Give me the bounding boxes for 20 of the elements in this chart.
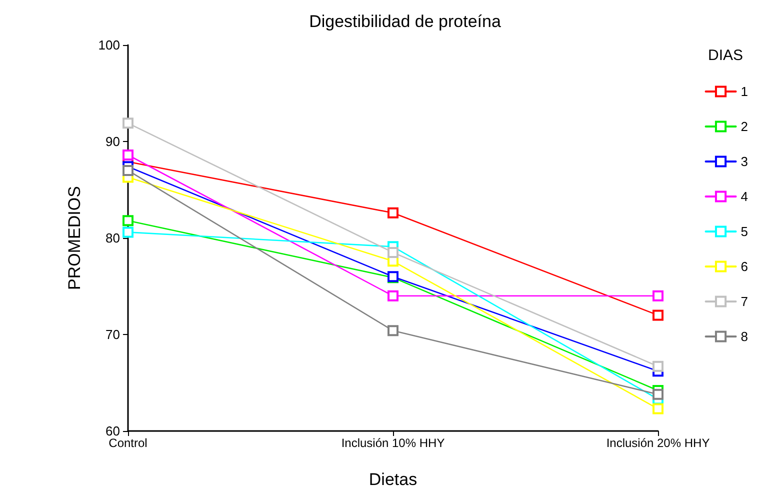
legend-label: 1 (740, 84, 748, 99)
legend-title: DIAS (708, 47, 744, 64)
y-tick-label: 100 (98, 38, 120, 52)
y-tick-label: 90 (106, 134, 120, 149)
x-axis-title: Dietas (368, 470, 418, 489)
y-tick-label: 70 (106, 327, 120, 342)
chart-title: Digestibilidad de proteína (309, 12, 502, 31)
legend-label: 3 (740, 154, 748, 169)
x-tick-label: Inclusión 20% HHY (606, 436, 710, 450)
y-axis-title: PROMEDIOS (65, 186, 84, 290)
legend-label: 5 (740, 224, 748, 239)
x-tick-label: Control (108, 436, 148, 450)
y-tick-label: 80 (106, 230, 120, 246)
legend-label: 8 (740, 329, 748, 344)
y-tick-label: 60 (106, 424, 120, 438)
x-tick-label: Inclusión 10% HHY (341, 436, 445, 450)
legend-label: 7 (740, 294, 748, 309)
legend-label: 2 (740, 119, 748, 134)
legend-label: 6 (740, 259, 748, 274)
legend-label: 4 (740, 189, 748, 204)
